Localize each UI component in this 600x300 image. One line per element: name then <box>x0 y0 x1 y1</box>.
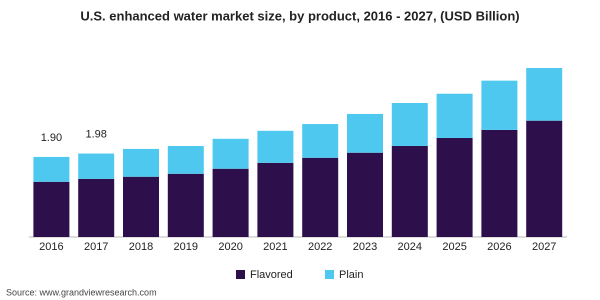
bar-segment <box>212 168 249 237</box>
x-tick-label: 2021 <box>263 241 287 253</box>
source: Source: www.grandviewresearch.com <box>6 287 157 297</box>
bar-segment <box>167 173 204 237</box>
x-tick-label: 2018 <box>129 241 153 253</box>
bar-segment <box>481 80 518 130</box>
bar-segment <box>436 93 473 138</box>
bar-segment <box>526 68 563 121</box>
x-tick-label: 2026 <box>487 241 511 253</box>
legend-label: Flavored <box>250 269 293 281</box>
x-tick-label: 2023 <box>353 241 377 253</box>
bar-segment <box>123 176 159 237</box>
x-tick-label: 2020 <box>218 241 242 253</box>
bar-segment <box>391 102 428 146</box>
x-tick-label: 2027 <box>532 241 556 253</box>
bar-segment <box>302 157 339 237</box>
bar-segment <box>347 152 383 237</box>
bar-segment <box>257 162 294 237</box>
bar-segment <box>33 156 70 182</box>
bar-segment <box>212 138 249 169</box>
x-tick-label: 2017 <box>84 241 108 253</box>
legend-swatch <box>236 270 245 279</box>
total-label: 1.98 <box>85 128 106 140</box>
bar-segment <box>257 130 294 163</box>
legend-label: Plain <box>339 269 363 281</box>
x-tick-label: 2024 <box>398 241 422 253</box>
x-tick-label: 2019 <box>174 241 198 253</box>
legend-swatch <box>325 270 334 279</box>
bar-segment <box>391 145 428 237</box>
bar-segment <box>302 124 339 158</box>
bar-segment <box>347 113 383 153</box>
total-label: 1.90 <box>41 132 62 144</box>
chart-title: U.S. enhanced water market size, by prod… <box>80 8 519 23</box>
bar-segment <box>78 178 115 237</box>
x-tick-label: 2022 <box>308 241 332 253</box>
bar-segment <box>167 145 204 174</box>
bar-segment <box>481 129 518 237</box>
bar-segment <box>526 120 563 237</box>
bar-segment <box>78 153 115 179</box>
bar-segment <box>436 137 473 237</box>
bar-segment <box>123 148 159 177</box>
bar-segment <box>33 181 70 237</box>
x-tick-label: 2016 <box>39 241 63 253</box>
x-tick-label: 2025 <box>442 241 466 253</box>
